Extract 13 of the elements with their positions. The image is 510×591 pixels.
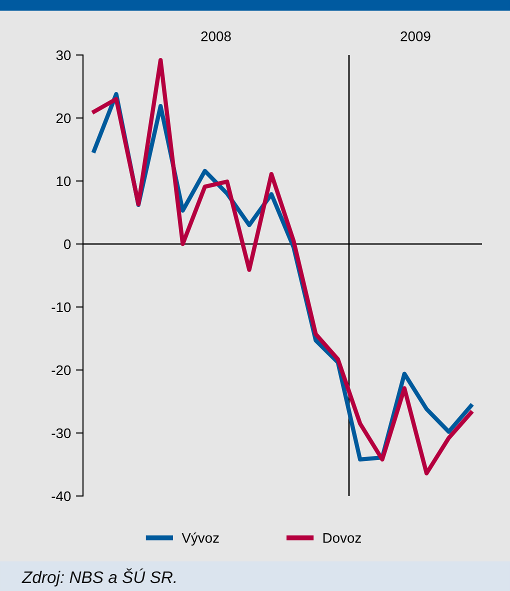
legend-label: Dovoz: [323, 533, 361, 543]
y-tick-label: 0: [64, 239, 71, 250]
text: Zdroj: NBS a ŠÚ SR.: [22, 568, 176, 586]
y-tick-label: -10: [52, 302, 71, 312]
y-tick-label: -30: [52, 428, 71, 438]
y-tick-label: 10: [56, 176, 71, 186]
y-tick-label: 30: [56, 50, 71, 60]
y-tick-label: -40: [52, 491, 71, 502]
y-tick-label: 20: [56, 113, 71, 124]
text: 2009: [400, 31, 430, 42]
legend-label: Vývoz: [182, 532, 219, 546]
text: 2008: [201, 31, 231, 42]
y-tick-label: -20: [52, 365, 71, 376]
